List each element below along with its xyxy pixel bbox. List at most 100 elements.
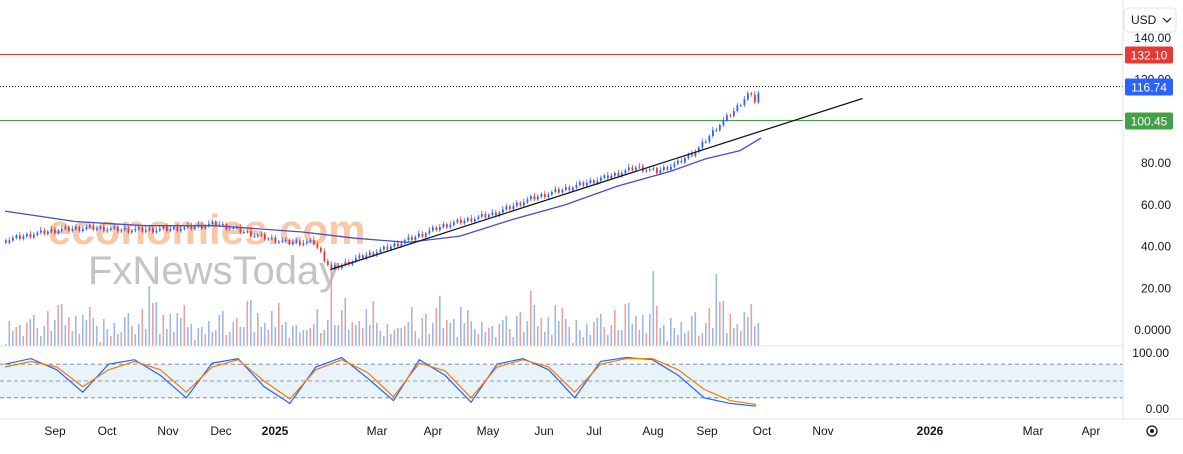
volume-bar [159, 334, 161, 346]
volume-bar [208, 321, 210, 346]
volume-bar [50, 331, 53, 346]
volume-bar [47, 311, 49, 346]
candle-body [397, 243, 399, 247]
candle-body [390, 246, 392, 250]
volume-bar [57, 305, 60, 346]
candle-body [180, 229, 182, 231]
trendline[interactable] [330, 97, 863, 271]
volume-bar [19, 325, 21, 346]
candle-body [544, 194, 546, 198]
candle-body [442, 224, 445, 228]
volume-bar [127, 313, 130, 346]
volume-bar [547, 317, 550, 346]
candle-body [694, 151, 697, 156]
volume-bar [120, 332, 123, 346]
volume-bar [365, 309, 368, 346]
time-tick-label: Mar [367, 424, 388, 438]
candle-body [358, 255, 361, 259]
candle-body [341, 265, 343, 269]
candle-body [701, 141, 704, 148]
time-axis: Sep Oct Nov Dec 2025 Mar Apr May Jun Jul Aug Sep Oct… [44, 424, 1100, 438]
volume-bar [687, 331, 690, 346]
candle-body [127, 228, 130, 233]
volume-bar [624, 304, 627, 346]
volume-bar [694, 312, 697, 346]
candle-body [554, 189, 557, 192]
volume-bar [582, 337, 585, 346]
volume-bar [96, 326, 98, 346]
candle-body [670, 166, 672, 170]
volume-bar [379, 331, 382, 346]
gear-icon-hub [1150, 429, 1154, 433]
candle-body [523, 202, 525, 206]
volume-bar [502, 320, 504, 346]
volume-bar [456, 337, 459, 346]
currency-selector[interactable]: USD [1123, 7, 1177, 33]
moving-average-layer [4, 137, 762, 244]
volume-bar [313, 324, 315, 346]
volume-bar [68, 317, 70, 346]
volume-bar [222, 311, 224, 346]
candle-body [71, 228, 74, 231]
volume-bar [484, 332, 487, 346]
candle-body [680, 160, 683, 163]
volume-bar [673, 328, 676, 346]
candle-body [666, 167, 669, 170]
candle-body [463, 220, 466, 224]
candle-body [400, 243, 403, 247]
volume-bar [92, 318, 95, 346]
candle-body [36, 232, 39, 235]
volume-bar [617, 330, 620, 346]
candle-body [54, 229, 56, 233]
volume-bar [509, 329, 511, 346]
candle-body [369, 252, 371, 256]
volume-bar [288, 338, 291, 346]
candle-body [589, 180, 592, 183]
candle-body [292, 242, 294, 245]
candle-body [323, 251, 326, 262]
candle-body [565, 187, 567, 190]
candle-body [288, 239, 291, 245]
volume-bar [54, 320, 56, 346]
currency-label: USD [1131, 13, 1157, 27]
candle-body [253, 235, 256, 237]
candle-body [134, 229, 137, 231]
volume-bar [691, 316, 693, 346]
time-tick-label: 2025 [262, 424, 289, 438]
candle-body [110, 228, 112, 230]
candle-body [572, 187, 574, 191]
candle-body [393, 243, 396, 247]
candle-body [162, 226, 165, 229]
candle-body [726, 115, 728, 121]
candle-body [603, 175, 606, 178]
volume-bar [103, 319, 105, 346]
volume-bar [8, 321, 11, 346]
candle-body [250, 231, 252, 237]
volume-bar [40, 336, 42, 346]
volume-bar [600, 314, 602, 346]
oscillator-tick-label: 100.00 [1132, 346, 1169, 360]
candle-body [145, 229, 147, 232]
volume-bar [635, 316, 637, 346]
volume-bar [470, 321, 473, 346]
volume-bar [505, 316, 508, 346]
candle-body [638, 166, 641, 168]
candle-body [225, 224, 228, 230]
time-tick-label: Mar [1023, 424, 1044, 438]
volume-bar [442, 328, 445, 346]
volume-bar [327, 320, 329, 346]
candle-body [498, 212, 501, 216]
volume-bar [204, 334, 207, 346]
volume-bar [82, 315, 84, 346]
candles [5, 90, 760, 271]
candle-body [649, 169, 651, 171]
volume-bar [565, 319, 567, 346]
volume-bar [141, 309, 144, 346]
volume-bar [659, 328, 662, 346]
volume-bar [435, 308, 438, 346]
gear-icon[interactable] [1146, 425, 1158, 437]
currency-selector-box[interactable] [1123, 7, 1177, 33]
level-tag [1125, 46, 1173, 64]
candle-body [418, 233, 420, 237]
